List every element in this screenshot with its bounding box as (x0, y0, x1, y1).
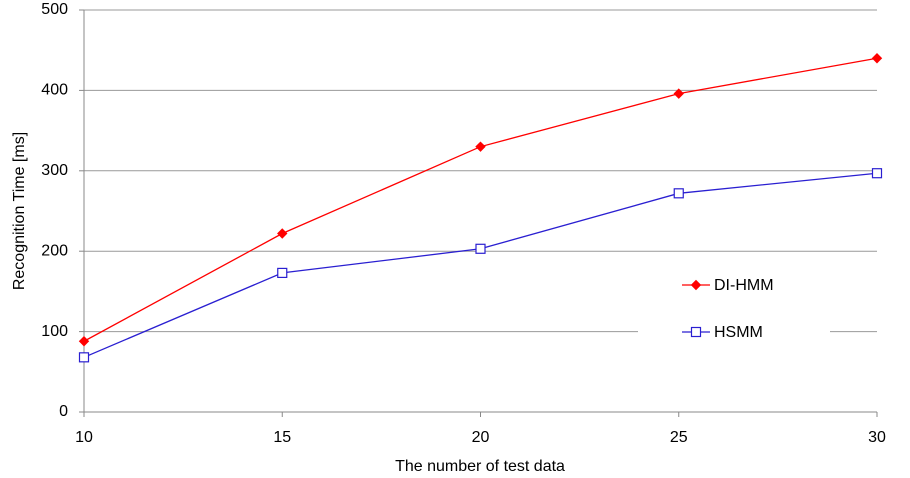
data-point (475, 243, 486, 254)
x-tick-label: 20 (472, 429, 490, 446)
data-point (78, 336, 90, 347)
legend-marker (690, 326, 702, 338)
data-point (673, 188, 684, 199)
data-point (871, 53, 883, 64)
data-point (277, 267, 288, 279)
y-tick-label: 0 (59, 403, 68, 420)
x-tick-label: 30 (868, 429, 886, 446)
y-tick-label: 300 (41, 162, 68, 179)
legend-label: HSMM (714, 324, 763, 341)
data-point (673, 88, 684, 99)
y-axis-label: Recognition Time [ms] (11, 132, 28, 290)
legend-marker (690, 279, 702, 291)
x-tick-label: 10 (75, 429, 93, 446)
y-tick-label: 200 (41, 242, 68, 259)
y-tick-label: 500 (41, 1, 68, 18)
y-tick-label: 400 (41, 82, 68, 99)
x-tick-label: 15 (273, 429, 291, 446)
data-point (277, 228, 288, 239)
data-point (475, 141, 486, 152)
legend-box (638, 262, 830, 352)
data-point (871, 168, 883, 179)
y-tick-label: 100 (41, 323, 68, 340)
x-tick-label: 25 (670, 429, 688, 446)
legend-label: DI-HMM (714, 277, 774, 294)
data-point (78, 352, 90, 363)
x-axis-label: The number of test data (395, 458, 565, 475)
